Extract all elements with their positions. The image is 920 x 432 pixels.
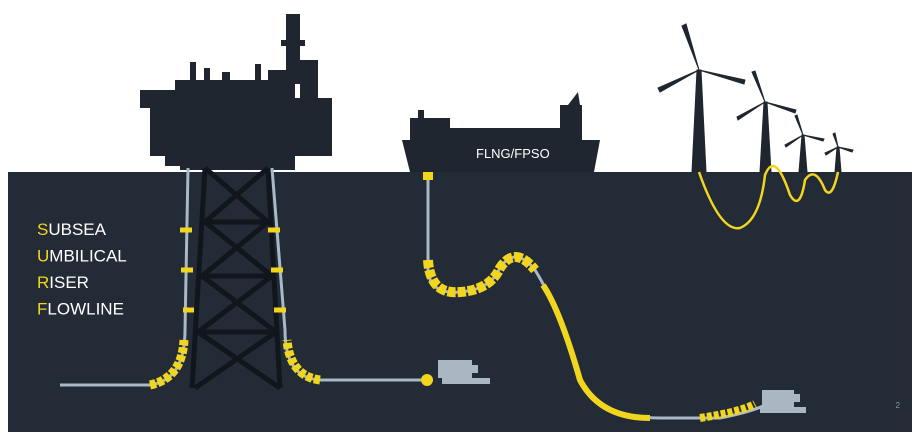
- acronym-initial: U: [37, 247, 49, 266]
- inter-array-cable: [697, 164, 840, 230]
- wind-turbines: [657, 23, 854, 173]
- acronym-line: FLOWLINE: [37, 300, 124, 319]
- acronym-initial: R: [37, 273, 49, 292]
- acronym-line: RISER: [37, 273, 89, 292]
- platform-risers: [60, 167, 433, 390]
- page-number: 2: [896, 401, 901, 410]
- acronym-rest: UBSEA: [48, 220, 106, 239]
- fpso: [402, 92, 600, 172]
- acronym-rest: MBILICAL: [49, 247, 126, 266]
- acronym-rest: ISER: [49, 273, 89, 292]
- vessel-label: FLNG/FPSO: [476, 146, 550, 161]
- acronym-line: UMBILICAL: [37, 247, 127, 266]
- jacket: [189, 166, 283, 391]
- platform: [140, 14, 332, 170]
- fpso-riser: [423, 172, 771, 422]
- acronym-initial: F: [37, 300, 47, 319]
- sea: [8, 172, 912, 432]
- acronym-rest: LOWLINE: [47, 300, 124, 319]
- acronym-initial: S: [37, 220, 48, 239]
- acronym-line: SUBSEA: [37, 220, 107, 239]
